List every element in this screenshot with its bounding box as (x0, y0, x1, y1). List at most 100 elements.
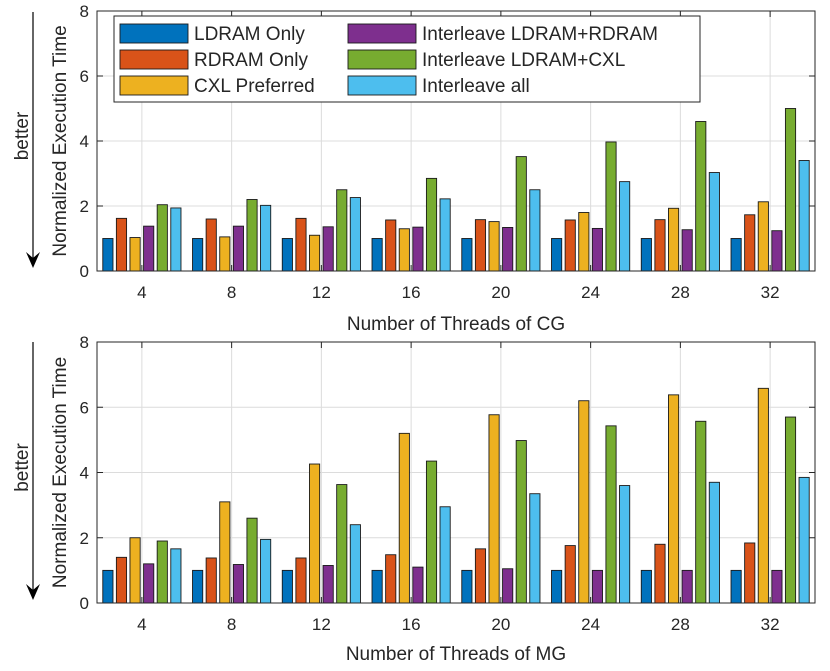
bar-cxl-preferred-12 (309, 234, 321, 272)
bar-cxl-preferred-32 (757, 387, 769, 604)
legend-swatch-interleave-ldram-rdram (347, 23, 417, 44)
x-tick-label: 28 (671, 615, 690, 634)
bar-rdram-only-8 (205, 557, 217, 604)
bar-interleave-ldram-cxl-12 (336, 484, 348, 604)
legend-swatch-rdram-only (119, 49, 189, 70)
bar-ldram-only-24 (551, 569, 563, 604)
bar-interleave-all-12 (349, 524, 361, 604)
legend-label-rdram-only: RDRAM Only (194, 50, 309, 71)
bar-interleave-ldram-cxl-24 (605, 425, 617, 604)
bar-ldram-only-32 (730, 569, 742, 604)
bar-cxl-preferred-28 (668, 207, 680, 272)
better-annotation: better (12, 443, 33, 492)
bar-interleave-all-32 (798, 476, 810, 604)
bar-interleave-ldram-cxl-20 (515, 156, 527, 272)
bar-interleave-ldram-cxl-20 (515, 440, 527, 604)
better-arrow-head-icon (26, 584, 40, 600)
better-annotation: better (12, 111, 33, 160)
x-tick-label: 12 (312, 283, 331, 302)
y-tick-label: 6 (80, 67, 89, 86)
bar-interleave-ldram-rdram-32 (771, 230, 783, 272)
bar-rdram-only-32 (744, 214, 756, 272)
bar-interleave-all-8 (260, 204, 272, 272)
bar-rdram-only-12 (295, 217, 307, 272)
bar-interleave-all-4 (170, 548, 182, 604)
bar-rdram-only-28 (654, 219, 666, 272)
legend-swatch-cxl-preferred (119, 75, 189, 96)
bar-interleave-ldram-cxl-24 (605, 141, 617, 272)
bar-interleave-ldram-cxl-16 (425, 460, 438, 604)
bar-interleave-all-28 (708, 172, 720, 272)
bar-interleave-all-32 (798, 160, 810, 272)
bar-interleave-ldram-rdram-8 (232, 564, 244, 604)
bar-interleave-ldram-cxl-12 (336, 189, 348, 272)
bar-ldram-only-16 (371, 569, 383, 604)
bar-rdram-only-16 (385, 554, 397, 604)
bar-interleave-all-24 (619, 181, 631, 272)
y-tick-label: 8 (80, 333, 89, 352)
bar-interleave-ldram-rdram-4 (143, 225, 155, 272)
x-tick-label: 4 (137, 283, 146, 302)
y-tick-label: 4 (80, 132, 89, 151)
bar-cxl-preferred-8 (219, 236, 231, 272)
bar-interleave-ldram-rdram-24 (591, 227, 603, 272)
bar-rdram-only-28 (654, 543, 666, 604)
bar-cxl-preferred-24 (578, 212, 590, 272)
x-tick-label: 8 (227, 615, 236, 634)
x-tick-label: 16 (402, 283, 421, 302)
x-axis-label: Number of Threads of MG (346, 644, 566, 665)
bar-interleave-all-12 (349, 197, 361, 272)
x-tick-label: 20 (491, 283, 510, 302)
bar-cxl-preferred-16 (398, 228, 410, 272)
bar-ldram-only-28 (640, 238, 652, 272)
y-tick-label: 8 (80, 2, 89, 21)
x-tick-label: 20 (491, 615, 510, 634)
legend-label-interleave-ldram-cxl: Interleave LDRAM+CXL (422, 50, 625, 71)
bar-interleave-all-16 (439, 506, 451, 604)
bar-rdram-only-20 (474, 548, 487, 604)
legend-swatch-ldram-only (119, 23, 189, 44)
x-tick-label: 4 (137, 615, 146, 634)
y-tick-label: 0 (80, 594, 89, 613)
bar-ldram-only-24 (551, 238, 563, 272)
y-tick-label: 2 (80, 197, 89, 216)
bar-interleave-ldram-cxl-32 (784, 108, 797, 272)
bar-interleave-ldram-cxl-16 (425, 177, 438, 272)
bar-ldram-only-12 (281, 569, 293, 604)
bar-interleave-ldram-rdram-20 (502, 226, 514, 272)
bar-ldram-only-4 (102, 569, 114, 604)
bar-interleave-ldram-rdram-24 (591, 569, 603, 604)
y-axis-label: Normalized Execution Time (50, 25, 71, 256)
bar-interleave-ldram-cxl-8 (246, 517, 258, 604)
bar-ldram-only-16 (371, 238, 383, 272)
legend: LDRAM Only RDRAM Only CXL Preferred Interle… (113, 15, 701, 103)
bar-ldram-only-32 (730, 238, 742, 272)
bar-ldram-only-4 (102, 238, 114, 272)
bar-interleave-ldram-cxl-32 (784, 416, 797, 604)
bar-interleave-all-20 (529, 189, 541, 272)
bar-interleave-ldram-rdram-28 (681, 569, 693, 604)
legend-swatch-interleave-all (347, 75, 417, 96)
y-tick-label: 6 (80, 398, 89, 417)
bar-interleave-all-28 (708, 481, 720, 604)
bar-interleave-ldram-rdram-28 (681, 229, 693, 272)
x-tick-label: 32 (761, 283, 780, 302)
bar-rdram-only-32 (744, 542, 756, 604)
bar-ldram-only-8 (192, 569, 204, 604)
x-tick-label: 32 (761, 615, 780, 634)
bar-rdram-only-8 (205, 218, 217, 272)
bar-ldram-only-8 (192, 238, 204, 272)
legend-swatch-interleave-ldram-cxl (347, 49, 417, 70)
bar-interleave-ldram-rdram-20 (502, 568, 514, 604)
bar-cxl-preferred-4 (129, 237, 141, 272)
bar-ldram-only-20 (461, 238, 473, 272)
bar-interleave-all-16 (439, 198, 451, 272)
y-tick-label: 2 (80, 529, 89, 548)
bar-interleave-all-24 (619, 485, 631, 604)
bar-rdram-only-24 (564, 545, 576, 604)
bar-cxl-preferred-12 (309, 463, 321, 604)
y-tick-label: 4 (80, 464, 89, 483)
x-axis-label: Number of Threads of CG (347, 314, 565, 335)
bar-interleave-all-4 (170, 207, 182, 272)
